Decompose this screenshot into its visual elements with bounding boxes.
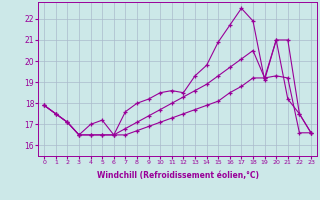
X-axis label: Windchill (Refroidissement éolien,°C): Windchill (Refroidissement éolien,°C) [97,171,259,180]
